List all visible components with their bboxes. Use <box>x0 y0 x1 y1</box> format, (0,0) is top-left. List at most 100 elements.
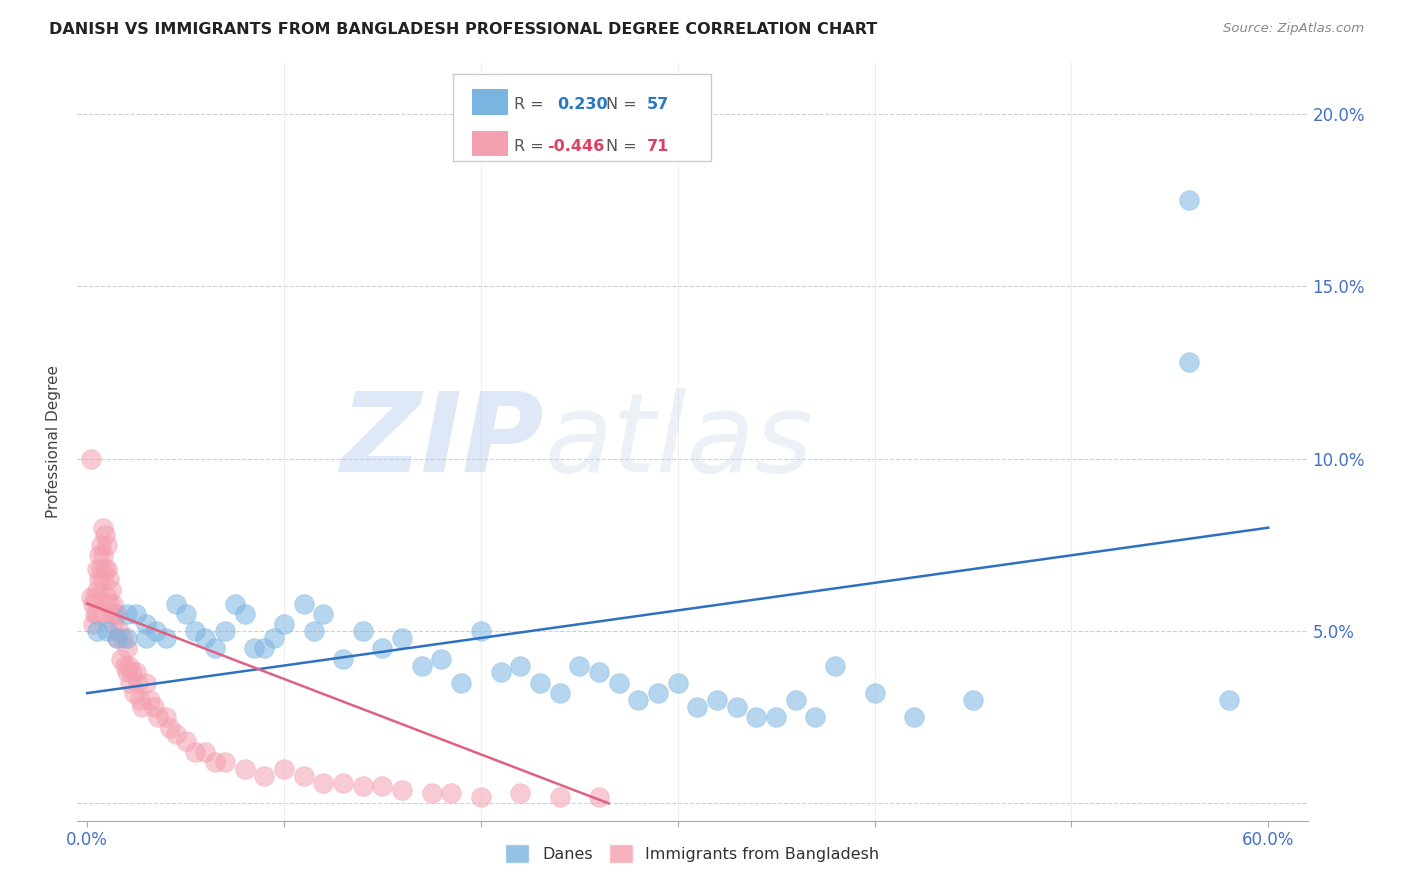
Point <box>91 573 114 587</box>
Point <box>135 631 157 645</box>
Point <box>470 789 492 804</box>
Point <box>204 641 226 656</box>
Point <box>411 658 433 673</box>
Point <box>145 624 167 639</box>
Point <box>96 624 118 639</box>
Point <box>863 686 886 700</box>
Point <box>263 631 285 645</box>
Point <box>607 675 630 690</box>
Point <box>548 789 571 804</box>
Point <box>101 617 124 632</box>
Point <box>90 562 112 576</box>
Point <box>352 624 374 639</box>
Point <box>824 658 846 673</box>
Point <box>80 590 103 604</box>
Point <box>352 779 374 793</box>
Point <box>529 675 551 690</box>
Text: 57: 57 <box>647 97 669 112</box>
Point <box>97 597 120 611</box>
Point <box>84 590 107 604</box>
Point <box>194 631 217 645</box>
Point <box>87 573 110 587</box>
Point <box>94 527 117 541</box>
Point <box>135 675 157 690</box>
Point <box>127 675 149 690</box>
Point <box>804 710 827 724</box>
Point <box>121 665 143 680</box>
Point <box>224 597 246 611</box>
Point <box>725 699 748 714</box>
Point <box>292 597 315 611</box>
Point <box>745 710 768 724</box>
Text: ZIP: ZIP <box>342 388 546 495</box>
Point <box>588 789 610 804</box>
Point <box>903 710 925 724</box>
FancyBboxPatch shape <box>472 89 508 115</box>
Point <box>1178 355 1201 369</box>
Point <box>292 769 315 783</box>
Point <box>391 782 413 797</box>
FancyBboxPatch shape <box>472 130 508 156</box>
Point <box>115 607 138 621</box>
Point <box>90 538 112 552</box>
FancyBboxPatch shape <box>453 74 711 161</box>
Point <box>143 699 166 714</box>
Point <box>184 745 207 759</box>
Point <box>962 693 984 707</box>
Point <box>100 607 122 621</box>
Point <box>105 631 128 645</box>
Point <box>588 665 610 680</box>
Point <box>253 769 276 783</box>
Point <box>120 675 142 690</box>
Point <box>100 582 122 597</box>
Point <box>430 651 453 665</box>
Text: DANISH VS IMMIGRANTS FROM BANGLADESH PROFESSIONAL DEGREE CORRELATION CHART: DANISH VS IMMIGRANTS FROM BANGLADESH PRO… <box>49 22 877 37</box>
Point <box>440 786 463 800</box>
Text: 0.230: 0.230 <box>557 97 607 112</box>
Point <box>194 745 217 759</box>
Point <box>548 686 571 700</box>
Text: R =: R = <box>515 97 544 112</box>
Text: -0.446: -0.446 <box>547 139 605 154</box>
Text: N =: N = <box>606 139 637 154</box>
Point <box>104 607 127 621</box>
Point <box>96 590 118 604</box>
Point <box>86 624 108 639</box>
Point <box>96 562 118 576</box>
Point <box>129 693 152 707</box>
Point <box>371 641 394 656</box>
Point <box>233 762 256 776</box>
Point <box>509 786 531 800</box>
Point <box>165 597 187 611</box>
Text: R =: R = <box>515 139 544 154</box>
Point <box>627 693 650 707</box>
Point <box>391 631 413 645</box>
Point <box>107 624 129 639</box>
Point <box>155 631 177 645</box>
Point <box>97 573 120 587</box>
Point <box>204 755 226 769</box>
Point <box>174 607 197 621</box>
Point <box>174 734 197 748</box>
Text: Source: ZipAtlas.com: Source: ZipAtlas.com <box>1223 22 1364 36</box>
Point <box>125 665 148 680</box>
Point <box>450 675 472 690</box>
Point <box>111 631 134 645</box>
Text: N =: N = <box>606 97 637 112</box>
Legend: Danes, Immigrants from Bangladesh: Danes, Immigrants from Bangladesh <box>499 838 886 870</box>
Point <box>115 665 138 680</box>
Point <box>82 617 104 632</box>
Point <box>80 451 103 466</box>
Point <box>115 631 138 645</box>
Point <box>115 641 138 656</box>
Point <box>101 597 124 611</box>
Point <box>273 617 295 632</box>
Point <box>91 521 114 535</box>
Point <box>110 651 132 665</box>
Point <box>647 686 669 700</box>
Point <box>131 699 153 714</box>
Point <box>105 607 128 621</box>
Text: atlas: atlas <box>546 388 814 495</box>
Point <box>666 675 689 690</box>
Text: 71: 71 <box>647 139 669 154</box>
